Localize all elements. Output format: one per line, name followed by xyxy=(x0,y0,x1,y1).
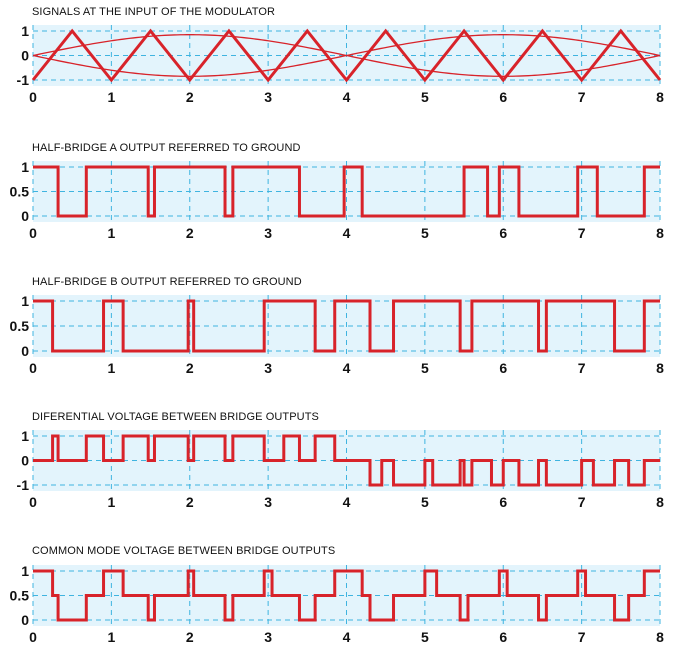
chart-0-xtick-7: 7 xyxy=(578,89,586,105)
chart-4-xtick-2: 2 xyxy=(186,629,194,645)
chart-title-differential-voltage: DIFERENTIAL VOLTAGE BETWEEN BRIDGE OUTPU… xyxy=(32,411,319,423)
chart-4-xtick-3: 3 xyxy=(264,629,272,645)
chart-3-xtick-7: 7 xyxy=(578,494,586,510)
chart-1-ytick-0: 1 xyxy=(21,159,29,175)
chart-2-xtick-5: 5 xyxy=(421,360,429,376)
chart-0-xtick-3: 3 xyxy=(264,89,272,105)
chart-0-xtick-6: 6 xyxy=(499,89,507,105)
chart-3-ytick-1: 0 xyxy=(21,453,29,469)
chart-0-ytick-1: 0 xyxy=(21,48,29,64)
chart-3-xtick-4: 4 xyxy=(343,494,351,510)
chart-0-xtick-8: 8 xyxy=(656,89,664,105)
chart-4-ytick-2: 0 xyxy=(21,612,29,628)
chart-1-xtick-7: 7 xyxy=(578,225,586,241)
chart-4-series-0-step xyxy=(33,569,660,622)
chart-title-half-bridge-b: HALF-BRIDGE B OUTPUT REFERRED TO GROUND xyxy=(32,276,302,288)
chart-3-xtick-6: 6 xyxy=(499,494,507,510)
chart-2-xtick-7: 7 xyxy=(578,360,586,376)
chart-0-ytick-0: 1 xyxy=(21,23,29,39)
chart-3-xtick-1: 1 xyxy=(107,494,115,510)
chart-0-xtick-1: 1 xyxy=(107,89,115,105)
chart-2-xtick-0: 0 xyxy=(29,360,37,376)
chart-0-xtick-4: 4 xyxy=(343,89,351,105)
chart-2-ytick-2: 0 xyxy=(21,343,29,359)
chart-2-xtick-1: 1 xyxy=(107,360,115,376)
chart-title-input-signals: SIGNALS AT THE INPUT OF THE MODULATOR xyxy=(32,6,276,18)
chart-1-xtick-6: 6 xyxy=(499,225,507,241)
chart-3-series-0-step xyxy=(33,434,660,487)
chart-2-series-0-step xyxy=(33,299,660,353)
chart-4-xtick-1: 1 xyxy=(107,629,115,645)
chart-0-series-0-triangle-carrier xyxy=(31,28,662,83)
chart-2-xtick-2: 2 xyxy=(186,360,194,376)
chart-4-xtick-5: 5 xyxy=(421,629,429,645)
chart-2-xtick-4: 4 xyxy=(343,360,351,376)
chart-1-xtick-2: 2 xyxy=(186,225,194,241)
chart-3-xtick-2: 2 xyxy=(186,494,194,510)
chart-1-xtick-1: 1 xyxy=(107,225,115,241)
chart-2-xtick-6: 6 xyxy=(499,360,507,376)
chart-0-xtick-5: 5 xyxy=(421,89,429,105)
chart-3-ytick-0: 1 xyxy=(21,428,29,444)
chart-1-series-0-step xyxy=(33,165,660,218)
chart-4-ytick-0: 1 xyxy=(21,563,29,579)
chart-3-ytick-2: -1 xyxy=(17,477,30,493)
chart-3-xtick-8: 8 xyxy=(656,494,664,510)
chart-1-xtick-5: 5 xyxy=(421,225,429,241)
chart-3-xtick-5: 5 xyxy=(421,494,429,510)
chart-3-xtick-0: 0 xyxy=(29,494,37,510)
chart-1-xtick-0: 0 xyxy=(29,225,37,241)
chart-2-ytick-0: 1 xyxy=(21,293,29,309)
chart-4-ytick-1: 0.5 xyxy=(10,588,30,604)
chart-1-ytick-2: 0 xyxy=(21,208,29,224)
chart-0-xtick-0: 0 xyxy=(29,89,37,105)
chart-2-xtick-8: 8 xyxy=(656,360,664,376)
chart-title-half-bridge-a: HALF-BRIDGE A OUTPUT REFERRED TO GROUND xyxy=(32,142,301,154)
chart-0-series-2-sine-reference-inverted xyxy=(32,34,661,77)
chart-0-ytick-2: -1 xyxy=(17,72,30,88)
chart-1-ytick-1: 0.5 xyxy=(10,184,30,200)
chart-4-xtick-8: 8 xyxy=(656,629,664,645)
chart-4-xtick-0: 0 xyxy=(29,629,37,645)
chart-2-ytick-1: 0.5 xyxy=(10,318,30,334)
chart-1-xtick-4: 4 xyxy=(343,225,351,241)
chart-1-xtick-3: 3 xyxy=(264,225,272,241)
chart-3-xtick-3: 3 xyxy=(264,494,272,510)
chart-4-xtick-6: 6 xyxy=(499,629,507,645)
chart-4-xtick-4: 4 xyxy=(343,629,351,645)
chart-0-xtick-2: 2 xyxy=(186,89,194,105)
chart-4-xtick-7: 7 xyxy=(578,629,586,645)
chart-2-xtick-3: 3 xyxy=(264,360,272,376)
chart-1-xtick-8: 8 xyxy=(656,225,664,241)
chart-title-common-mode-voltage: COMMON MODE VOLTAGE BETWEEN BRIDGE OUTPU… xyxy=(32,545,336,557)
